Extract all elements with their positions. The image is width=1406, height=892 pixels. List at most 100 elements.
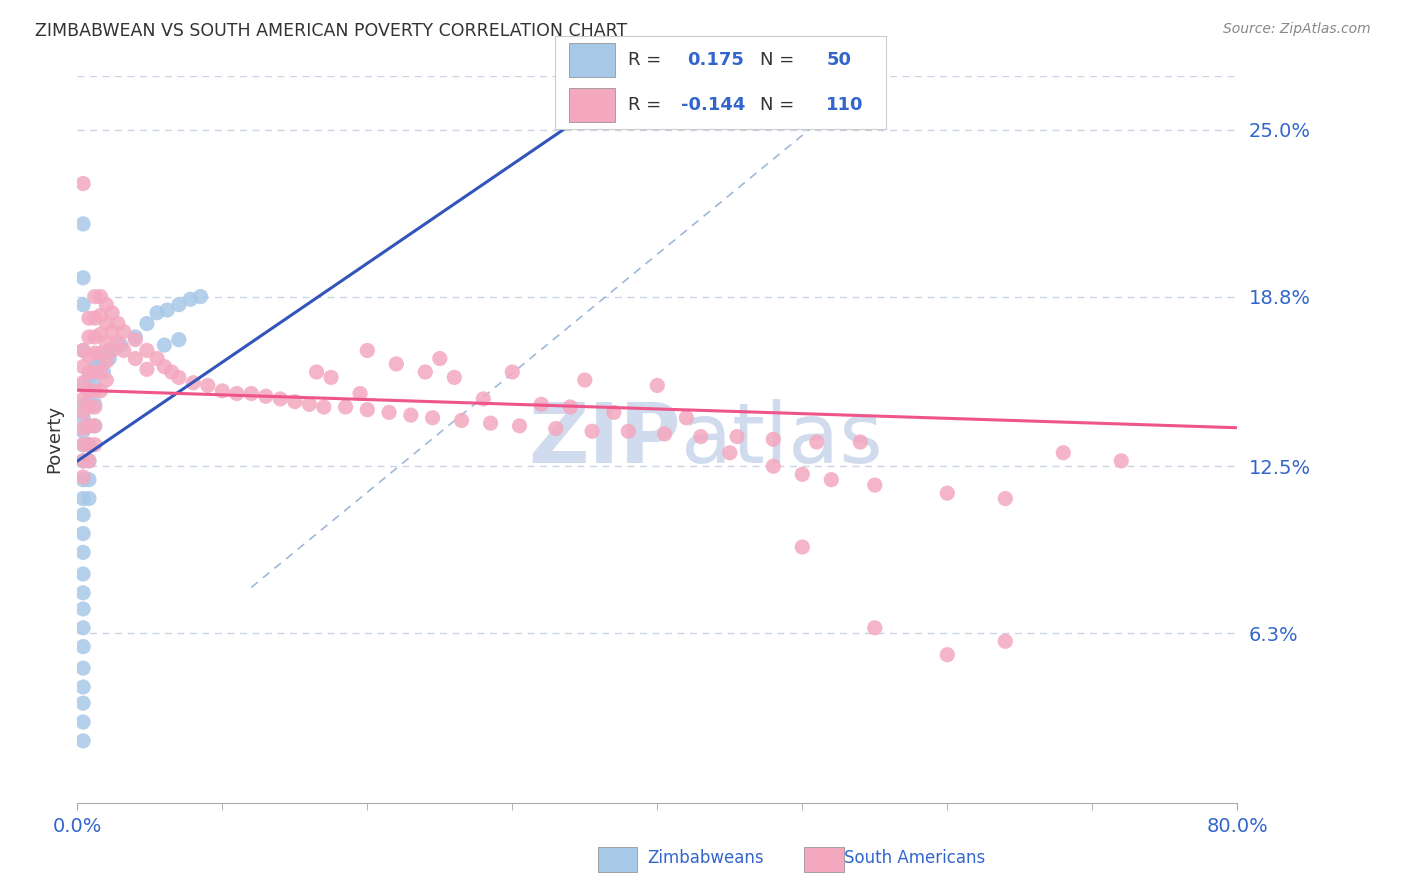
Point xyxy=(399,408,422,422)
Text: ZIMBABWEAN VS SOUTH AMERICAN POVERTY CORRELATION CHART: ZIMBABWEAN VS SOUTH AMERICAN POVERTY COR… xyxy=(35,22,627,40)
Point xyxy=(83,418,105,433)
Text: 110: 110 xyxy=(827,96,863,114)
Point xyxy=(530,397,553,411)
Text: ZIP: ZIP xyxy=(529,399,681,480)
Point xyxy=(72,696,94,710)
Point xyxy=(90,290,111,304)
Point xyxy=(72,217,94,231)
Point xyxy=(83,365,105,379)
Point xyxy=(153,359,176,374)
Point xyxy=(72,491,94,506)
Point xyxy=(77,473,100,487)
Point xyxy=(96,373,118,387)
Point xyxy=(617,424,640,438)
Point xyxy=(72,714,94,729)
Point xyxy=(335,400,357,414)
Point xyxy=(647,378,669,392)
Point xyxy=(718,446,741,460)
Point xyxy=(87,357,110,371)
Point xyxy=(429,351,451,366)
Point xyxy=(124,333,146,347)
Point xyxy=(90,346,111,360)
Point xyxy=(356,343,378,358)
Point xyxy=(806,435,828,450)
Point xyxy=(501,365,523,379)
Point xyxy=(284,394,307,409)
Point xyxy=(146,351,169,366)
Point xyxy=(72,526,94,541)
Point xyxy=(305,365,328,379)
Point xyxy=(72,424,94,438)
Point xyxy=(98,343,121,358)
Point xyxy=(96,317,118,331)
Point xyxy=(136,343,159,358)
Point xyxy=(689,429,711,443)
Point xyxy=(83,400,105,414)
Point xyxy=(319,370,342,384)
Point xyxy=(509,418,531,433)
Point xyxy=(936,648,959,662)
Point xyxy=(72,376,94,390)
Point xyxy=(479,416,502,430)
Point xyxy=(167,333,190,347)
Point xyxy=(77,330,100,344)
Point xyxy=(240,386,263,401)
Point xyxy=(101,343,124,358)
Point xyxy=(72,454,94,468)
Point xyxy=(83,397,105,411)
Point xyxy=(77,438,100,452)
Point xyxy=(107,317,129,331)
Point xyxy=(849,435,872,450)
Text: Zimbabweans: Zimbabweans xyxy=(647,849,763,867)
Point xyxy=(179,293,201,307)
Point xyxy=(72,392,94,406)
Point xyxy=(160,365,183,379)
Point xyxy=(83,378,105,392)
Point xyxy=(77,365,100,379)
Point xyxy=(77,349,100,363)
Point xyxy=(72,270,94,285)
Point xyxy=(83,384,105,398)
Point xyxy=(72,508,94,522)
Point xyxy=(136,317,159,331)
Text: N =: N = xyxy=(761,51,800,69)
Point xyxy=(385,357,408,371)
Point xyxy=(83,330,105,344)
Point xyxy=(156,303,179,318)
Point xyxy=(762,459,785,474)
Point xyxy=(581,424,603,438)
Point xyxy=(197,378,219,392)
Point xyxy=(77,454,100,468)
Point xyxy=(560,400,582,414)
Point xyxy=(450,413,472,427)
Point xyxy=(93,365,115,379)
Point xyxy=(72,359,94,374)
Point xyxy=(792,467,814,482)
Point xyxy=(792,540,814,554)
Point xyxy=(72,405,94,419)
Point xyxy=(72,343,94,358)
Point xyxy=(725,429,748,443)
Text: R =: R = xyxy=(628,51,666,69)
Point xyxy=(1111,454,1133,468)
Point xyxy=(107,335,129,350)
Point xyxy=(83,438,105,452)
Point xyxy=(90,327,111,342)
Point xyxy=(146,306,169,320)
Text: 50: 50 xyxy=(827,51,851,69)
Point xyxy=(153,338,176,352)
Point xyxy=(72,410,94,425)
Point xyxy=(72,661,94,675)
Point xyxy=(254,389,277,403)
Point xyxy=(77,454,100,468)
Point xyxy=(101,306,124,320)
Point xyxy=(83,418,105,433)
Point xyxy=(112,343,135,358)
Point xyxy=(544,421,567,435)
Point xyxy=(190,290,212,304)
Point xyxy=(675,410,697,425)
Point xyxy=(77,384,100,398)
Point xyxy=(863,621,886,635)
Point xyxy=(443,370,465,384)
Bar xyxy=(568,43,614,77)
